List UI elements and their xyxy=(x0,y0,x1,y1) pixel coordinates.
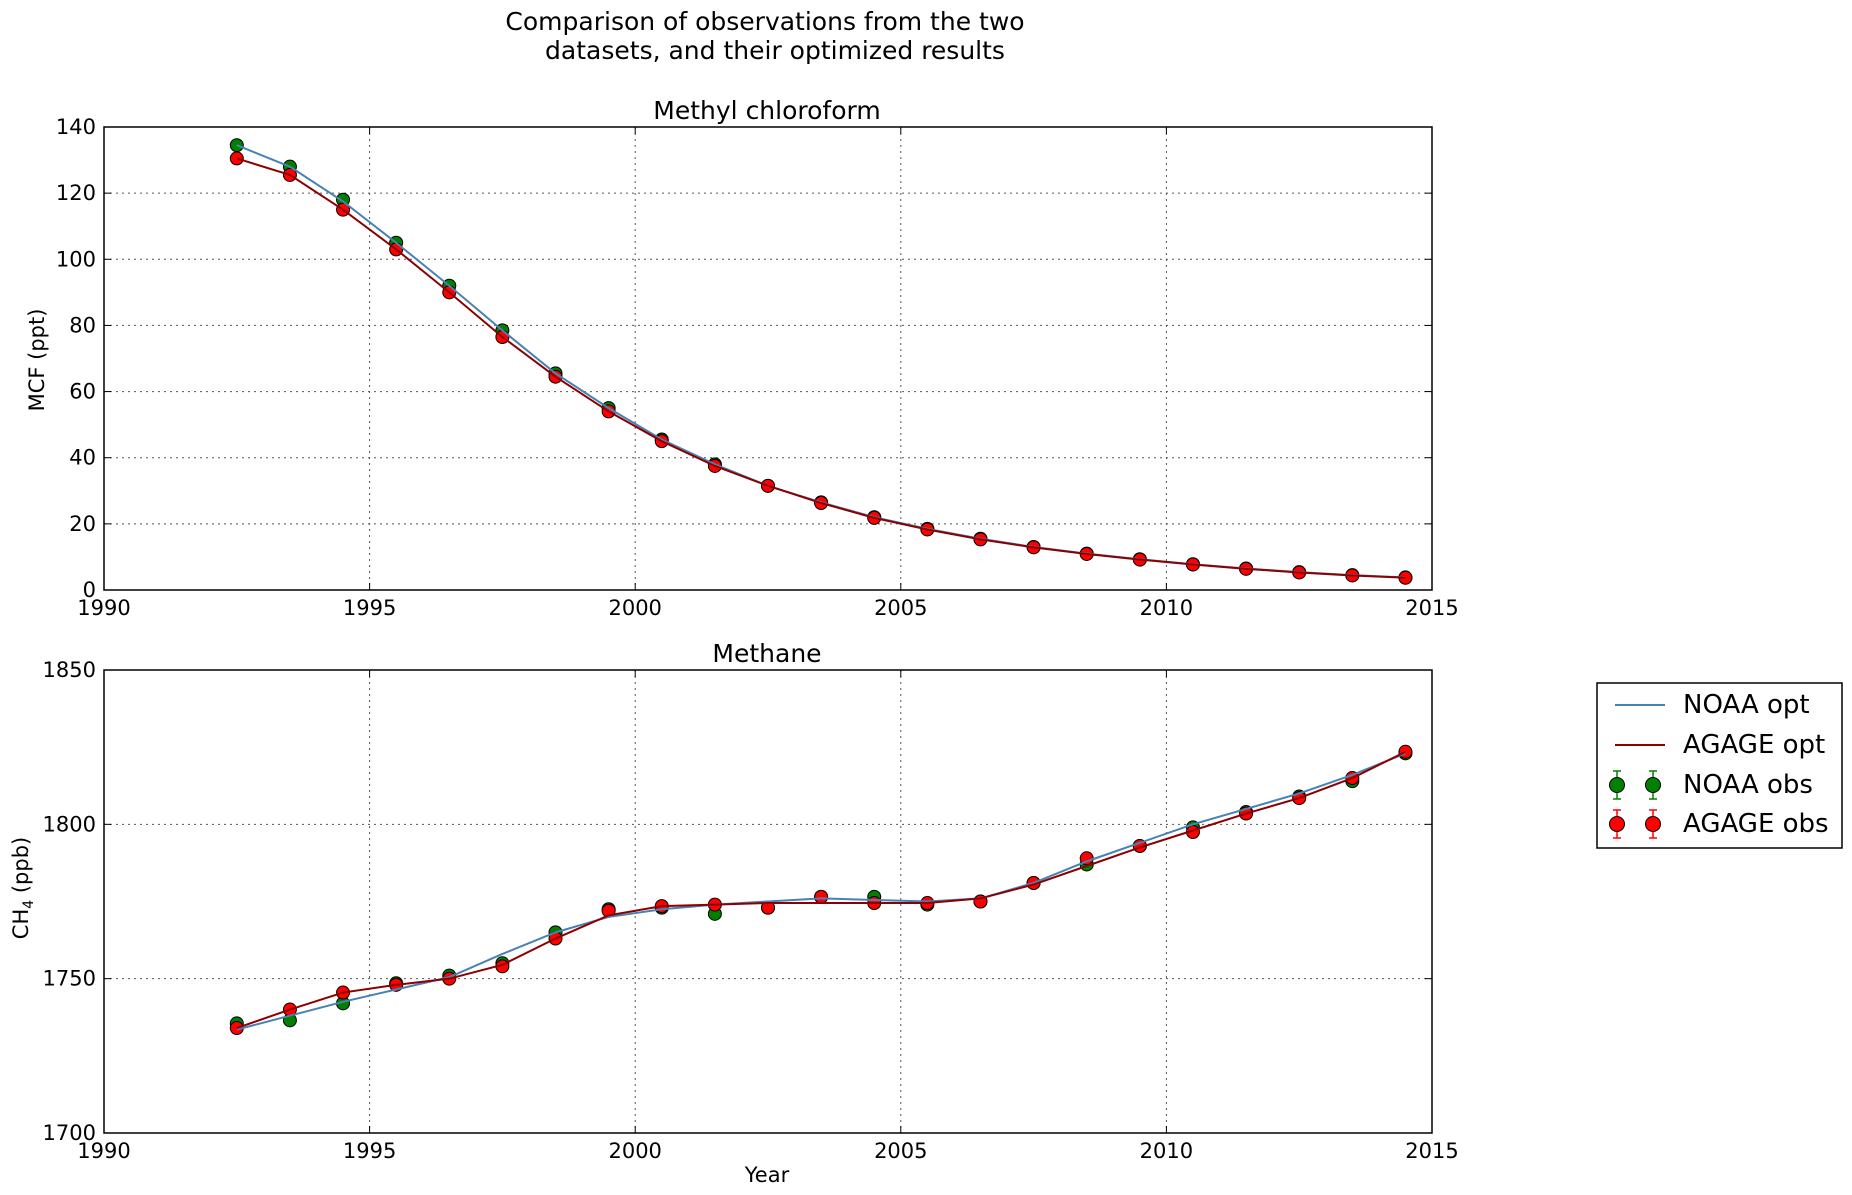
mcf-noaa-opt-line xyxy=(236,144,1406,579)
mcf-x-tick-label: 2005 xyxy=(874,596,927,620)
legend-agage-obs-swatch xyxy=(1609,809,1661,839)
mcf-agage-obs-point xyxy=(229,151,244,166)
methane-x-tick-label: 2000 xyxy=(608,1139,661,1163)
mcf-x-tick-label: 1995 xyxy=(343,596,396,620)
mcf-y-axis-label: MCF (ppt) xyxy=(25,309,49,412)
methane-x-tick-label: 2005 xyxy=(874,1139,927,1163)
mcf-y-tick-label: 20 xyxy=(69,512,96,536)
mcf-x-tick-label: 1990 xyxy=(77,596,130,620)
mcf-agage-opt-line xyxy=(236,157,1406,579)
legend-marker xyxy=(1645,816,1661,832)
mcf-x-tick-label: 2000 xyxy=(608,596,661,620)
legend: NOAA opt AGAGE opt NOAA obs AGAGE obs xyxy=(1596,682,1843,849)
mcf-y-tick-label: 80 xyxy=(69,313,96,337)
mcf-x-tick-label: 2015 xyxy=(1405,596,1458,620)
methane-y-tick-label: 1800 xyxy=(43,812,96,836)
methane-agage-obs-point xyxy=(1398,744,1413,759)
figure-title-line1: Comparison of observations from the two xyxy=(505,7,1024,36)
legend-noaa-opt-label: NOAA opt xyxy=(1683,690,1810,720)
mcf-chart-title: Methyl chloroform xyxy=(653,96,880,125)
legend-agage-opt-label: AGAGE opt xyxy=(1683,730,1825,760)
mcf-x-tick-label: 2010 xyxy=(1140,596,1193,620)
methane-x-axis-label: Year xyxy=(744,1163,790,1187)
legend-marker xyxy=(1645,777,1661,793)
legend-box xyxy=(1596,682,1843,849)
methane-y-tick-label: 1750 xyxy=(43,967,96,991)
methane-plot-area xyxy=(229,744,1413,1036)
mcf-y-tick-label: 120 xyxy=(56,181,96,205)
methane-y-tick-label: 1850 xyxy=(43,658,96,682)
mcf-y-tick-label: 140 xyxy=(56,115,96,139)
methane-y-label-main: CH xyxy=(9,909,33,939)
methane-chart-title: Methane xyxy=(712,639,821,668)
methane-axes-frame xyxy=(103,669,1433,1134)
methane-x-tick-label: 1995 xyxy=(343,1139,396,1163)
methane-x-tick-label: 1990 xyxy=(77,1139,130,1163)
legend-marker xyxy=(1609,816,1625,832)
figure-title-line2: datasets, and their optimized results xyxy=(545,36,1005,65)
legend-noaa-obs-label: NOAA obs xyxy=(1683,770,1813,800)
mcf-noaa-obs-point xyxy=(229,138,244,153)
legend-noaa-obs-swatch xyxy=(1609,770,1661,800)
legend-marker xyxy=(1609,777,1625,793)
methane-agage-obs-point xyxy=(814,889,829,904)
mcf-y-tick-label: 40 xyxy=(69,446,96,470)
mcf-y-tick-label: 60 xyxy=(69,380,96,404)
mcf-y-tick-label: 0 xyxy=(83,578,96,602)
methane-x-tick-label: 2015 xyxy=(1405,1139,1458,1163)
methane-x-tick-label: 2010 xyxy=(1140,1139,1193,1163)
mcf-plot-area xyxy=(229,138,1413,585)
methane-y-label-unit: (ppb) xyxy=(9,837,33,900)
methane-y-label-subscript: 4 xyxy=(21,900,37,909)
methane-chart-panel: Methane CH4 (ppb) Year 1990 1995 2000 2005 2… xyxy=(9,639,1459,1187)
methane-y-axis-label: CH4 (ppb) xyxy=(9,837,37,939)
mcf-axes-frame xyxy=(103,126,1433,591)
mcf-y-tick-label: 100 xyxy=(56,247,96,271)
methane-agage-opt-line xyxy=(236,750,1406,1029)
legend-agage-obs-label: AGAGE obs xyxy=(1683,809,1829,839)
methane-y-tick-label: 1700 xyxy=(43,1121,96,1145)
mcf-chart-panel: Methyl chloroform MCF (ppt) 1990 1995 2000… xyxy=(25,96,1459,620)
